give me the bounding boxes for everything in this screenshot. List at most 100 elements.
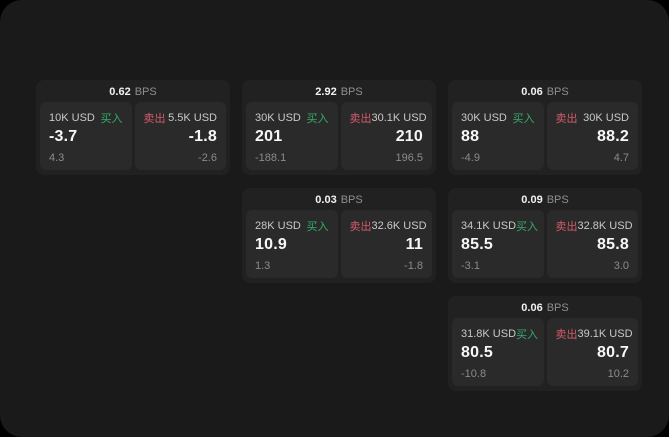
buy-quote-value: -3.7	[49, 128, 78, 145]
buy-quote-value: 88	[461, 128, 480, 145]
bps-header: 0.09 BPS	[452, 191, 638, 210]
buy-quote-tile[interactable]: 31.8K USD 买入 80.5 -10.8	[452, 318, 544, 386]
buy-side-tag: 买入	[516, 221, 539, 233]
quote-panels: 30K USD 买入 88 -4.9 卖出 30K USD 88.2 4.7	[452, 102, 638, 170]
sell-quote-sub-value: 3.0	[613, 260, 629, 272]
sell-tile-top: 卖出 32.6K USD	[349, 218, 427, 234]
sell-side-tag: 卖出	[143, 113, 166, 125]
buy-quote-sub-value: -10.8	[461, 368, 487, 380]
buy-quote-value: 80.5	[461, 344, 493, 361]
sell-tile-top: 卖出 32.8K USD	[555, 218, 633, 234]
bps-value: 0.03	[315, 194, 337, 206]
quote-panels: 34.1K USD 买入 85.5 -3.1 卖出 32.8K USD 85.8…	[452, 210, 638, 278]
quote-card: 0.06 BPS 31.8K USD 买入 80.5 -10.8 卖出 39.1…	[448, 296, 642, 391]
buy-notional: 10K USD	[49, 112, 95, 124]
sell-tile-top: 卖出 30K USD	[556, 110, 630, 126]
quote-panels: 30K USD 买入 201 -188.1 卖出 30.1K USD 210 1…	[246, 102, 432, 170]
buy-tile-top: 10K USD 买入	[49, 110, 123, 126]
buy-quote-tile[interactable]: 28K USD 买入 10.9 1.3	[246, 210, 338, 278]
buy-quote-sub-value: 4.3	[49, 152, 65, 164]
sell-quote-value: 80.7	[597, 344, 629, 361]
buy-tile-top: 30K USD 买入	[255, 110, 329, 126]
sell-quote-value: 11	[405, 236, 423, 253]
buy-quote-tile[interactable]: 10K USD 买入 -3.7 4.3	[40, 102, 132, 170]
bps-header: 0.62 BPS	[40, 83, 226, 102]
sell-quote-tile[interactable]: 卖出 32.8K USD 85.8 3.0	[546, 210, 638, 278]
quote-panels: 31.8K USD 买入 80.5 -10.8 卖出 39.1K USD 80.…	[452, 318, 638, 386]
bps-unit-label: BPS	[546, 302, 569, 314]
quote-card: 0.06 BPS 30K USD 买入 88 -4.9 卖出 30K USD	[448, 80, 642, 175]
buy-quote-tile[interactable]: 30K USD 买入 201 -188.1	[246, 102, 338, 170]
buy-quote-value: 85.5	[461, 236, 493, 253]
sell-quote-value: -1.8	[188, 128, 217, 145]
bps-value: 2.92	[315, 86, 337, 98]
sell-quote-tile[interactable]: 卖出 30.1K USD 210 196.5	[340, 102, 432, 170]
bps-header: 0.06 BPS	[452, 299, 638, 318]
sell-tile-top: 卖出 5.5K USD	[144, 110, 218, 126]
sell-quote-sub-value: 10.2	[607, 368, 629, 380]
buy-quote-tile[interactable]: 34.1K USD 买入 85.5 -3.1	[452, 210, 544, 278]
buy-notional: 31.8K USD	[461, 328, 517, 340]
sell-side-tag: 卖出	[555, 221, 578, 233]
buy-quote-tile[interactable]: 30K USD 买入 88 -4.9	[452, 102, 544, 170]
buy-quote-sub-value: -188.1	[255, 152, 287, 164]
buy-tile-top: 31.8K USD 买入	[461, 326, 539, 342]
sell-quote-sub-value: 196.5	[395, 152, 423, 164]
buy-notional: 28K USD	[255, 220, 301, 232]
buy-side-tag: 买入	[306, 113, 329, 125]
sell-quote-sub-value: 4.7	[613, 152, 629, 164]
buy-quote-value: 10.9	[255, 236, 287, 253]
quote-card: 0.09 BPS 34.1K USD 买入 85.5 -3.1 卖出 32.8K…	[448, 188, 642, 283]
bps-header: 0.06 BPS	[452, 83, 638, 102]
quote-card: 0.62 BPS 10K USD 买入 -3.7 4.3 卖出 5.5K USD	[36, 80, 230, 175]
bps-unit-label: BPS	[340, 86, 363, 98]
sell-quote-tile[interactable]: 卖出 30K USD 88.2 4.7	[546, 102, 638, 170]
sell-quote-tile[interactable]: 卖出 39.1K USD 80.7 10.2	[546, 318, 638, 386]
buy-tile-top: 30K USD 买入	[461, 110, 535, 126]
sell-notional: 39.1K USD	[577, 328, 633, 340]
buy-tile-top: 34.1K USD 买入	[461, 218, 539, 234]
sell-tile-top: 卖出 39.1K USD	[555, 326, 633, 342]
bps-value: 0.06	[521, 86, 543, 98]
buy-tile-top: 28K USD 买入	[255, 218, 329, 234]
bps-value: 0.62	[109, 86, 131, 98]
sell-quote-tile[interactable]: 卖出 32.6K USD 11 -1.8	[340, 210, 432, 278]
sell-quote-value: 85.8	[597, 236, 629, 253]
quote-card: 2.92 BPS 30K USD 买入 201 -188.1 卖出 30.1K …	[242, 80, 436, 175]
sell-quote-sub-value: -1.8	[404, 260, 423, 272]
sell-quote-sub-value: -2.6	[198, 152, 217, 164]
bps-header: 0.03 BPS	[246, 191, 432, 210]
buy-notional: 30K USD	[461, 112, 507, 124]
sell-side-tag: 卖出	[555, 113, 578, 125]
quotes-grid: 0.62 BPS 10K USD 买入 -3.7 4.3 卖出 5.5K USD	[36, 80, 642, 391]
sell-tile-top: 卖出 30.1K USD	[349, 110, 427, 126]
buy-side-tag: 买入	[512, 113, 535, 125]
buy-quote-sub-value: 1.3	[255, 260, 271, 272]
bps-unit-label: BPS	[546, 86, 569, 98]
sell-quote-tile[interactable]: 卖出 5.5K USD -1.8 -2.6	[134, 102, 226, 170]
buy-quote-value: 201	[255, 128, 283, 145]
sell-quote-value: 88.2	[597, 128, 629, 145]
sell-quote-value: 210	[395, 128, 423, 145]
bps-unit-label: BPS	[546, 194, 569, 206]
sell-side-tag: 卖出	[349, 113, 372, 125]
buy-notional: 34.1K USD	[461, 220, 517, 232]
buy-quote-sub-value: -4.9	[461, 152, 480, 164]
sell-notional: 5.5K USD	[168, 112, 217, 124]
sell-notional: 30.1K USD	[371, 112, 427, 124]
quote-panels: 10K USD 买入 -3.7 4.3 卖出 5.5K USD -1.8 -2.…	[40, 102, 226, 170]
bps-unit-label: BPS	[340, 194, 363, 206]
bps-unit-label: BPS	[134, 86, 157, 98]
sell-notional: 32.8K USD	[577, 220, 633, 232]
quote-card: 0.03 BPS 28K USD 买入 10.9 1.3 卖出 32.6K US…	[242, 188, 436, 283]
bps-value: 0.09	[521, 194, 543, 206]
buy-side-tag: 买入	[516, 329, 539, 341]
buy-notional: 30K USD	[255, 112, 301, 124]
sell-notional: 32.6K USD	[371, 220, 427, 232]
sell-side-tag: 卖出	[555, 329, 578, 341]
buy-side-tag: 买入	[100, 113, 123, 125]
buy-side-tag: 买入	[306, 221, 329, 233]
sell-side-tag: 卖出	[349, 221, 372, 233]
bps-value: 0.06	[521, 302, 543, 314]
